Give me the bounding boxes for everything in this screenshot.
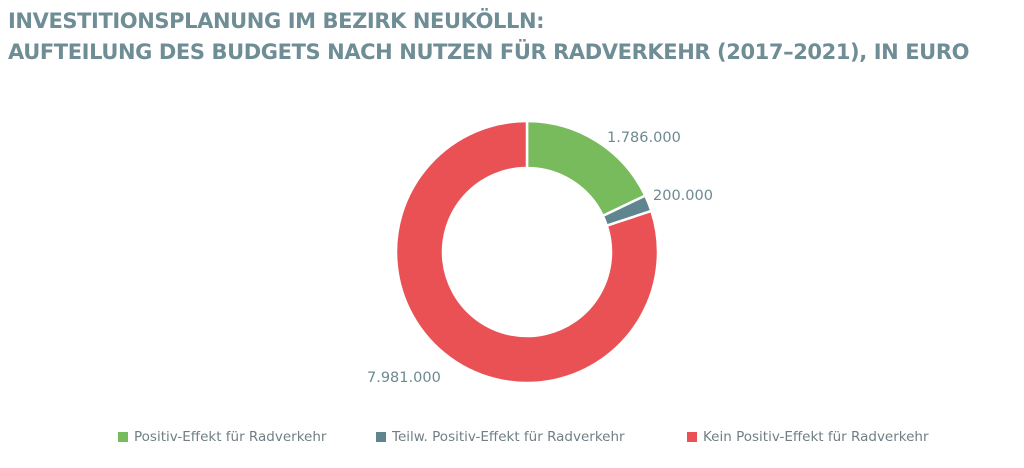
legend-label-teilw-positiv: Teilw. Positiv-Effekt für Radverkehr bbox=[392, 429, 625, 445]
chart-title-line-2: AUFTEILUNG DES BUDGETS NACH NUTZEN FÜR R… bbox=[8, 40, 970, 64]
legend-item-teilw-positiv: Teilw. Positiv-Effekt für Radverkehr bbox=[376, 429, 625, 445]
data-label-positiv: 1.786.000 bbox=[607, 130, 681, 146]
chart-legend: Positiv-Effekt für Radverkehr Teilw. Pos… bbox=[0, 429, 1024, 453]
legend-label-kein-positiv: Kein Positiv-Effekt für Radverkehr bbox=[703, 429, 929, 445]
data-label-teilw-positiv: 200.000 bbox=[653, 188, 713, 204]
legend-item-kein-positiv: Kein Positiv-Effekt für Radverkehr bbox=[687, 429, 929, 445]
donut-slices bbox=[394, 119, 660, 385]
donut-data-labels: 1.786.000 200.000 7.981.000 bbox=[367, 130, 713, 386]
data-label-kein-positiv: 7.981.000 bbox=[367, 370, 441, 386]
chart-title: INVESTITIONSPLANUNG IM BEZIRK NEUKÖLLN: … bbox=[8, 6, 969, 68]
legend-swatch-kein-positiv bbox=[687, 432, 697, 442]
legend-item-positiv: Positiv-Effekt für Radverkehr bbox=[118, 429, 326, 445]
donut-slice-kein-positiv bbox=[394, 119, 660, 385]
chart-title-line-1: INVESTITIONSPLANUNG IM BEZIRK NEUKÖLLN: bbox=[8, 9, 545, 33]
legend-label-positiv: Positiv-Effekt für Radverkehr bbox=[134, 429, 327, 445]
legend-swatch-teilw-positiv bbox=[376, 432, 386, 442]
legend-swatch-positiv bbox=[118, 432, 128, 442]
